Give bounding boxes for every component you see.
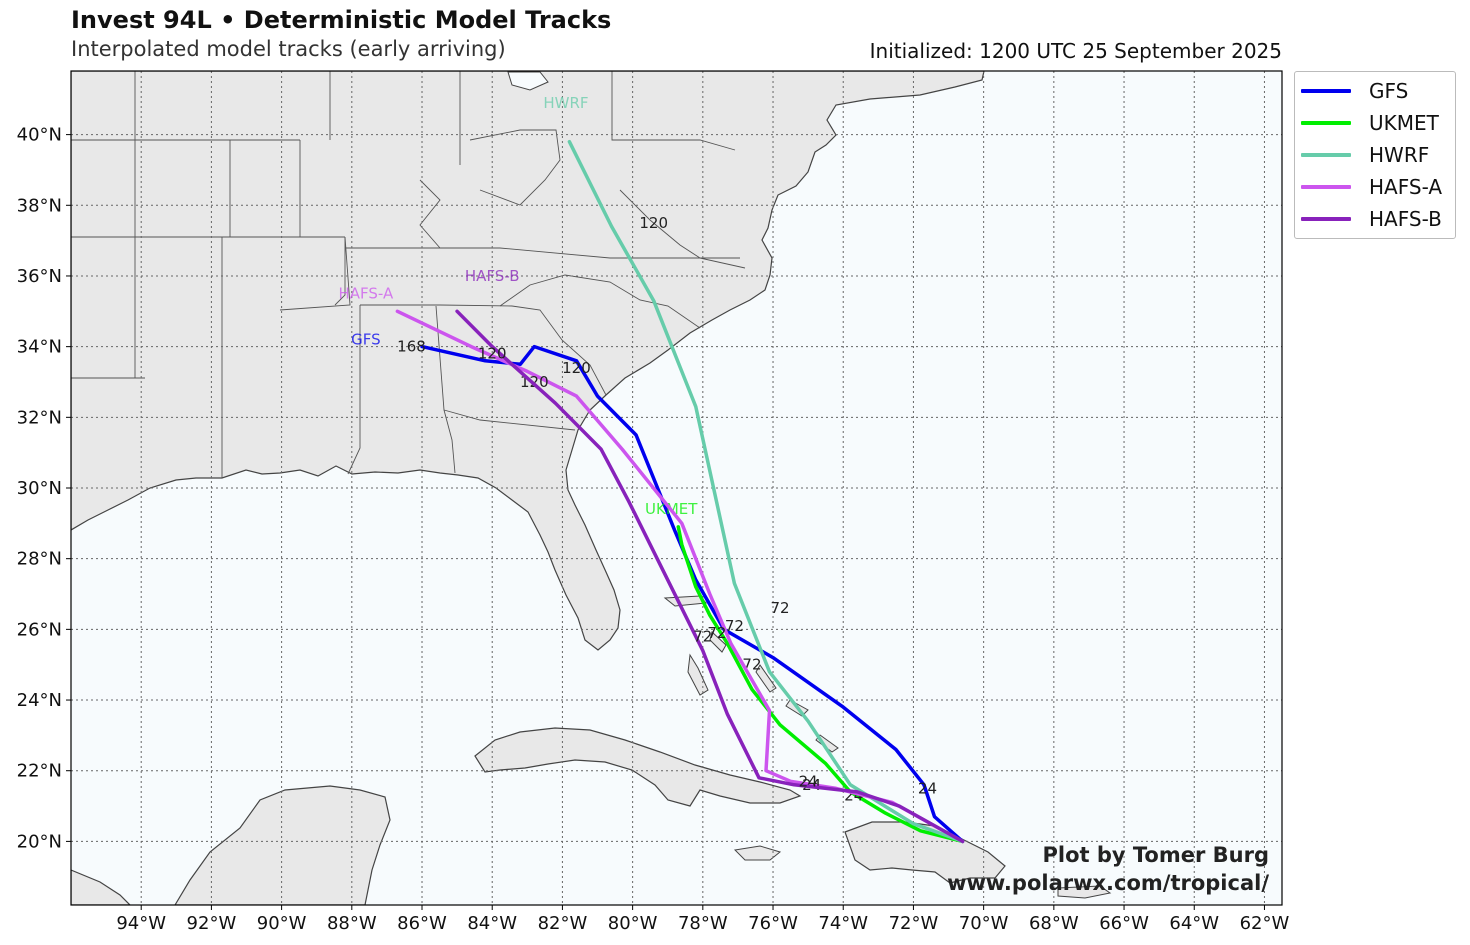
- yucatan: [174, 785, 391, 905]
- lon-tick-label: 88°W: [327, 913, 377, 934]
- plot-frame: [70, 70, 1283, 906]
- lat-tick-label: 30°N: [17, 478, 62, 499]
- forecast-hour-label: 24: [802, 776, 821, 794]
- forecast-hour-label: 72: [771, 599, 790, 617]
- legend-item-hafs-b: HAFS-B: [1301, 206, 1442, 232]
- graticule: [71, 71, 1282, 905]
- track-hafs-b: [455, 309, 965, 844]
- credit-author: Plot by Tomer Burg: [1042, 843, 1270, 867]
- lat-tick-label: 20°N: [17, 831, 62, 852]
- track-end-label-hwrf: HWRF: [543, 94, 588, 112]
- legend: GFS UKMET HWRF HAFS-A HAFS-B: [1294, 71, 1456, 239]
- legend-item-ukmet: UKMET: [1301, 110, 1439, 136]
- forecast-hour-label: 168: [397, 338, 426, 356]
- axis-ticks: 94°W 92°W 90°W 88°W 86°W 84°W 82°W 80°W 78°W 76°W…: [17, 125, 1290, 934]
- legend-label: HWRF: [1369, 143, 1430, 167]
- lon-tick-label: 76°W: [748, 913, 798, 934]
- lat-tick-label: 34°N: [17, 337, 62, 358]
- forecast-hour-label: 24: [799, 772, 818, 790]
- lon-tick-label: 86°W: [397, 913, 447, 934]
- lon-tick-label: 68°W: [1029, 913, 1079, 934]
- track-end-label-gfs: GFS: [351, 331, 381, 349]
- map-subtitle: Interpolated model tracks (early arrivin…: [71, 37, 506, 61]
- lat-tick-label: 40°N: [17, 125, 62, 146]
- cuba: [474, 727, 802, 807]
- legend-swatch: [1301, 153, 1351, 157]
- forecast-hour-label: 24: [918, 779, 937, 797]
- legend-label: UKMET: [1369, 111, 1439, 135]
- jamaica: [733, 845, 782, 861]
- legend-item-gfs: GFS: [1301, 78, 1408, 104]
- puerto-rico: [1057, 885, 1112, 899]
- lon-tick-label: 94°W: [116, 913, 166, 934]
- legend-swatch: [1301, 217, 1351, 221]
- forecast-hour-label: 120: [478, 345, 507, 363]
- mexico: [71, 869, 131, 905]
- legend-swatch: [1301, 89, 1351, 93]
- forecast-hour-label: 120: [639, 214, 668, 232]
- lat-tick-label: 24°N: [17, 690, 62, 711]
- forecast-hour-label: 120: [562, 359, 591, 377]
- legend-label: GFS: [1369, 79, 1409, 103]
- lon-tick-label: 70°W: [959, 913, 1009, 934]
- lon-tick-label: 72°W: [889, 913, 939, 934]
- lon-tick-label: 80°W: [608, 913, 658, 934]
- legend-item-hafs-a: HAFS-A: [1301, 174, 1442, 200]
- forecast-hour-label: 72: [693, 627, 712, 645]
- legend-item-hwrf: HWRF: [1301, 142, 1429, 168]
- lat-tick-label: 36°N: [17, 266, 62, 287]
- lat-tick-label: 38°N: [17, 195, 62, 216]
- legend-swatch: [1301, 185, 1351, 189]
- track-end-label-hafs-b: HAFS-B: [465, 267, 520, 285]
- lon-tick-label: 62°W: [1240, 913, 1290, 934]
- map-title: Invest 94L • Deterministic Model Tracks: [71, 6, 612, 34]
- lat-tick-label: 26°N: [17, 619, 62, 640]
- track-end-label-hafs-a: HAFS-A: [338, 285, 394, 303]
- lon-tick-label: 64°W: [1169, 913, 1219, 934]
- lon-tick-label: 84°W: [467, 913, 517, 934]
- model-tracks: 2472120168GFS2472UKMET72120HWRF2472120HA…: [338, 94, 965, 844]
- legend-label: HAFS-B: [1369, 207, 1442, 231]
- forecast-hour-label: 72: [725, 617, 744, 635]
- us-mainland: [71, 71, 985, 651]
- track-hwrf: [567, 139, 965, 844]
- lat-tick-label: 32°N: [17, 407, 62, 428]
- lon-tick-label: 90°W: [257, 913, 307, 934]
- hispaniola: [844, 821, 1006, 884]
- lat-tick-label: 28°N: [17, 549, 62, 570]
- lon-tick-label: 82°W: [538, 913, 588, 934]
- lat-tick-label: 22°N: [17, 761, 62, 782]
- initialization-time: Initialized: 1200 UTC 25 September 2025: [869, 39, 1282, 63]
- forecast-hour-label: 72: [707, 624, 726, 642]
- lon-tick-label: 78°W: [678, 913, 728, 934]
- lon-tick-label: 66°W: [1099, 913, 1149, 934]
- credit-url[interactable]: www.polarwx.com/tropical/: [947, 871, 1269, 895]
- legend-label: HAFS-A: [1369, 175, 1443, 199]
- lon-tick-label: 74°W: [818, 913, 868, 934]
- land-layer: [71, 71, 1112, 905]
- lon-tick-label: 92°W: [187, 913, 237, 934]
- legend-swatch: [1301, 121, 1351, 125]
- state-borders: [71, 71, 746, 478]
